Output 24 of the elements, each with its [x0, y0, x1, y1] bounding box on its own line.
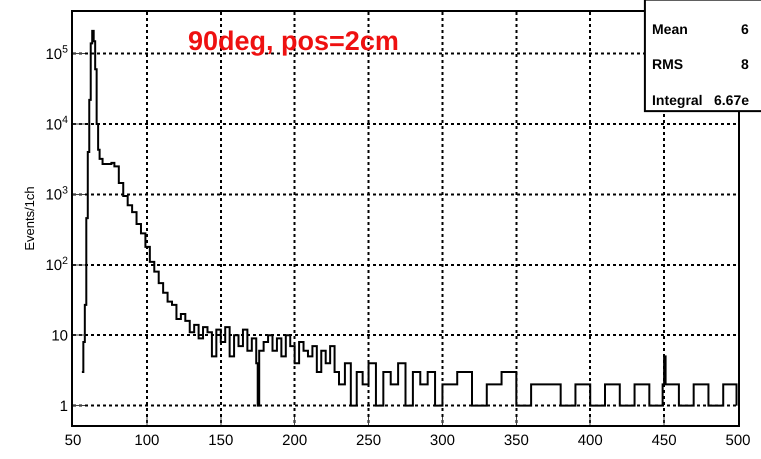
annotation: RMS [652, 56, 684, 72]
y-axis-title: Events/1ch [22, 186, 37, 251]
x-tick-label: 400 [578, 432, 603, 449]
y-tick-label: 10$^{5}$ [45, 44, 68, 63]
x-tick-label: 500 [725, 432, 751, 449]
x-tick-label: 200 [282, 432, 308, 449]
text: 6 [741, 21, 749, 37]
annotation: Mean [652, 21, 688, 37]
y-tick-label: 10 [51, 327, 68, 344]
x-tick-label: 50 [64, 432, 82, 449]
annotation: Integral [652, 92, 703, 108]
x-tick-label: 300 [430, 432, 455, 449]
x-tick-label: 450 [652, 432, 677, 449]
x-tick-label: 350 [504, 432, 529, 449]
text: 90deg, pos=2cm [188, 26, 399, 56]
x-tick-label: 250 [356, 432, 382, 449]
annotation: 6.67e [714, 92, 750, 108]
x-tick-label: 100 [134, 432, 160, 449]
y-tick-label: 1 [60, 398, 68, 415]
y-tick-label: 10$^{3}$ [45, 184, 68, 204]
y-tick-label: 10$^{4}$ [45, 114, 68, 134]
x-tick-label: 150 [208, 432, 234, 449]
y-tick-label: 10$^{2}$ [45, 254, 68, 274]
text: 8 [741, 56, 749, 72]
